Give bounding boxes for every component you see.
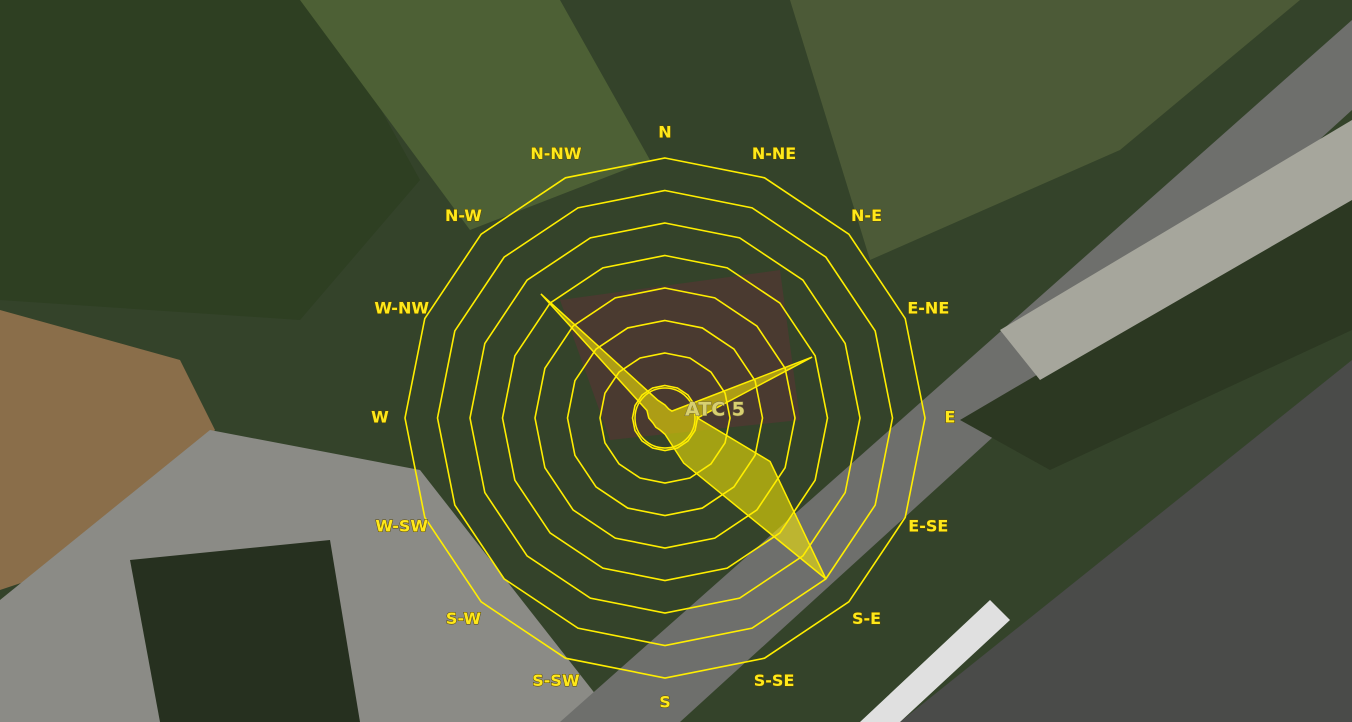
- direction-label: W: [371, 408, 389, 427]
- direction-label: S-E: [852, 609, 881, 628]
- station-label: ATC 5: [685, 399, 745, 421]
- ring: [566, 319, 764, 517]
- direction-label: E: [945, 408, 956, 427]
- ring: [404, 157, 926, 679]
- ring: [534, 287, 796, 549]
- direction-label: W-SW: [375, 517, 428, 536]
- direction-label: E-SE: [908, 517, 948, 536]
- direction-label: S-W: [446, 609, 481, 628]
- ring: [501, 254, 829, 582]
- direction-label: N: [658, 123, 671, 142]
- direction-label: E-NE: [907, 298, 949, 317]
- direction-label: W-NW: [374, 298, 429, 317]
- direction-label: N-NW: [530, 144, 581, 163]
- ring: [436, 189, 894, 647]
- direction-label: S-SE: [754, 671, 795, 690]
- rose-area: [540, 293, 827, 580]
- ring: [631, 384, 699, 452]
- direction-label: S-SW: [532, 671, 580, 690]
- wind-rose: N N-NE N-E E-NE E E-SE S-E S-SE S S-SW S-W W-SW W W-N…: [371, 122, 956, 712]
- direction-label: S: [659, 693, 671, 712]
- direction-label: N-W: [445, 206, 482, 225]
- direction-label: N-E: [851, 206, 882, 225]
- direction-label: N-NE: [752, 144, 796, 163]
- ring: [599, 352, 731, 484]
- ring: [469, 222, 861, 614]
